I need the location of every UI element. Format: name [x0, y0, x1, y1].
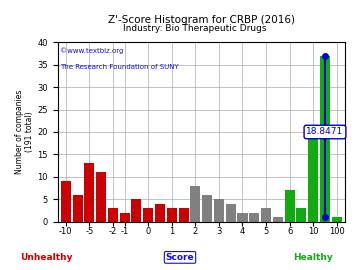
Bar: [108, 208, 118, 222]
Bar: [249, 212, 259, 222]
Bar: [308, 127, 318, 222]
Text: Unhealthy: Unhealthy: [21, 253, 73, 262]
Text: Score: Score: [166, 253, 194, 262]
Bar: [167, 208, 177, 222]
Bar: [84, 163, 94, 222]
Bar: [202, 195, 212, 222]
Title: Z'-Score Histogram for CRBP (2016): Z'-Score Histogram for CRBP (2016): [108, 15, 295, 25]
Text: The Research Foundation of SUNY: The Research Foundation of SUNY: [60, 64, 179, 70]
Bar: [179, 208, 189, 222]
Bar: [226, 204, 236, 222]
Y-axis label: Number of companies
(191 total): Number of companies (191 total): [15, 90, 35, 174]
Text: 18.8471: 18.8471: [306, 127, 343, 137]
Bar: [238, 212, 248, 222]
Bar: [285, 190, 294, 222]
Bar: [332, 217, 342, 222]
Bar: [214, 199, 224, 222]
Text: Industry: Bio Therapeutic Drugs: Industry: Bio Therapeutic Drugs: [123, 24, 266, 33]
Bar: [73, 195, 82, 222]
Bar: [143, 208, 153, 222]
Bar: [296, 208, 306, 222]
Bar: [155, 204, 165, 222]
Text: ©www.textbiz.org: ©www.textbiz.org: [60, 48, 124, 55]
Bar: [96, 172, 106, 222]
Bar: [190, 186, 201, 222]
Bar: [120, 212, 130, 222]
Bar: [131, 199, 141, 222]
Bar: [61, 181, 71, 222]
Text: Healthy: Healthy: [293, 253, 333, 262]
Bar: [320, 56, 330, 222]
Bar: [273, 217, 283, 222]
Bar: [261, 208, 271, 222]
